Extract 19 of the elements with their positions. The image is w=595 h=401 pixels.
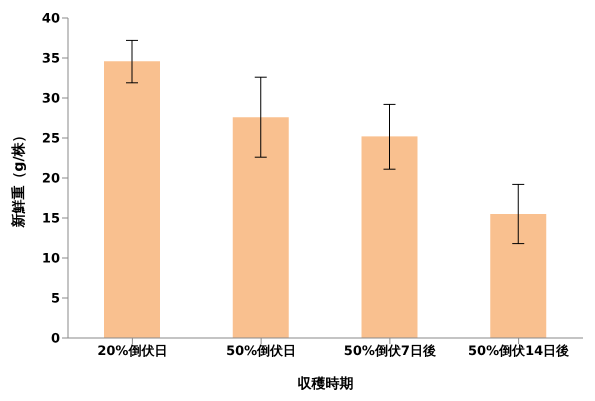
y-tick-label: 40 xyxy=(42,12,60,27)
x-tick-label: 50%倒伏7日後 xyxy=(344,343,436,360)
y-tick-label: 10 xyxy=(42,252,60,267)
y-tick-label: 15 xyxy=(42,212,60,227)
x-tick-label: 50%倒伏14日後 xyxy=(468,343,570,360)
bar xyxy=(104,61,160,338)
x-axis-title: 収穫時期 xyxy=(298,376,354,392)
y-tick-label: 20 xyxy=(42,172,60,187)
bar xyxy=(232,117,289,338)
y-tick-label: 0 xyxy=(50,332,60,347)
bar xyxy=(362,136,418,338)
x-tick-label: 20%倒伏日 xyxy=(97,344,168,360)
y-tick-label: 5 xyxy=(50,292,60,307)
x-tick-label: 50%倒伏日 xyxy=(226,344,296,360)
y-tick-label: 30 xyxy=(42,92,60,107)
y-axis-title: 新鮮重（g/株） xyxy=(10,128,27,229)
y-tick-label: 35 xyxy=(42,52,60,67)
y-tick-label: 25 xyxy=(42,132,60,147)
bar xyxy=(490,214,546,338)
